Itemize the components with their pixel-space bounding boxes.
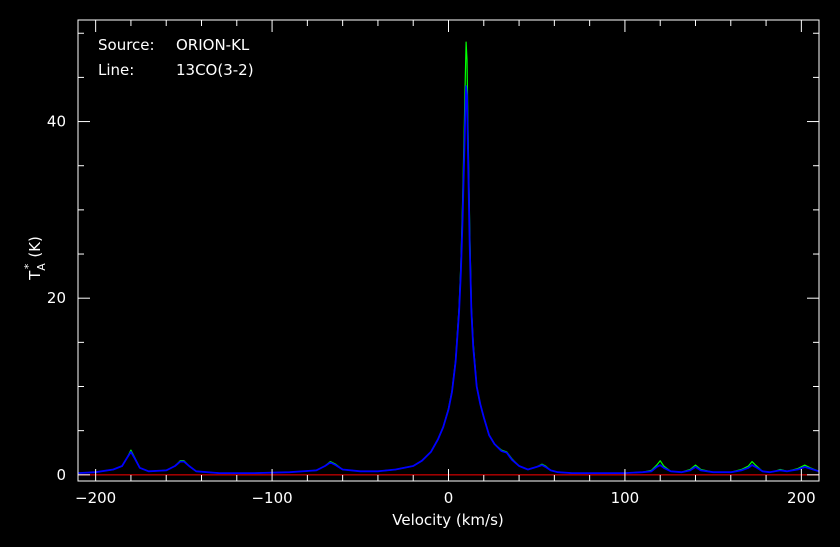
y-tick-label: 40 <box>47 113 66 131</box>
info-label: Source: <box>98 36 155 54</box>
series-line-2 <box>77 85 820 475</box>
x-tick-label: 0 <box>444 489 454 507</box>
x-tick-label: 200 <box>787 489 816 507</box>
x-axis-title: Velocity (km/s) <box>392 511 503 529</box>
y-axis-title: TA* (K) <box>22 236 48 281</box>
y-tick-label: 0 <box>56 466 66 484</box>
y-axis-title-main: T <box>26 270 44 281</box>
x-tick-label: 100 <box>611 489 640 507</box>
y-axis-title-units: (K) <box>26 236 44 258</box>
x-tick-label: −200 <box>75 489 116 507</box>
info-value: 13CO(3-2) <box>176 61 254 79</box>
y-axis-title-sup: * <box>22 263 35 269</box>
y-tick-label: 20 <box>47 289 66 307</box>
info-value: ORION-KL <box>176 36 250 54</box>
y-axis-title-sub: A <box>35 263 48 271</box>
svg-text:TA*(K): TA* (K) <box>22 236 48 281</box>
x-tick-label: −100 <box>251 489 292 507</box>
info-label: Line: <box>98 61 134 79</box>
